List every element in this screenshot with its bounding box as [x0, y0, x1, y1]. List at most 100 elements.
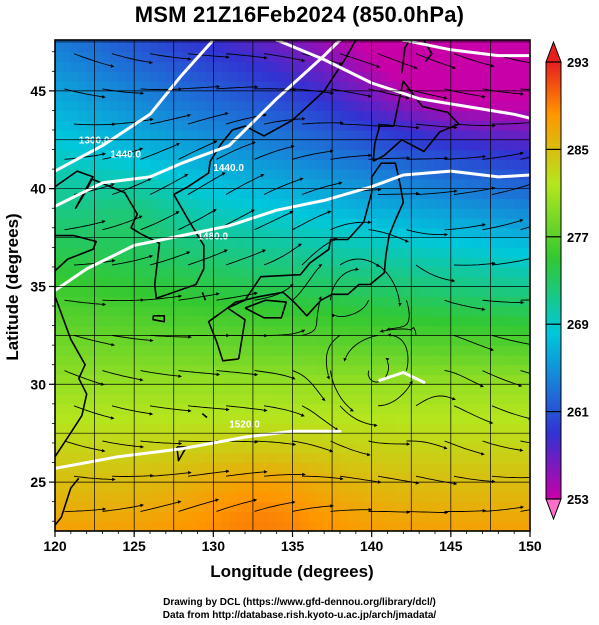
- temperature-cell: [363, 188, 373, 200]
- temperature-cell: [340, 237, 349, 248]
- temperature-cell: [332, 237, 341, 248]
- temperature-cell: [435, 218, 444, 229]
- temperature-cell: [181, 315, 191, 327]
- temperature-cell: [165, 110, 175, 121]
- temperature-cell: [387, 276, 396, 288]
- temperature-cell: [229, 198, 238, 209]
- x-tick-label: 135: [281, 538, 305, 554]
- temperature-cell: [142, 403, 151, 415]
- temperature-cell: [347, 433, 357, 444]
- temperature-cell: [245, 315, 254, 327]
- temperature-cell: [165, 71, 175, 82]
- temperature-cell: [347, 364, 357, 376]
- temperature-cell: [150, 149, 159, 160]
- temperature-cell: [165, 394, 175, 405]
- temperature-cell: [150, 472, 159, 483]
- temperature-cell: [276, 110, 286, 121]
- temperature-cell: [371, 139, 381, 151]
- temperature-cell: [300, 384, 309, 395]
- temperature-cell: [419, 178, 428, 190]
- streamline: [520, 156, 530, 160]
- streamline: [482, 299, 521, 303]
- temperature-cell: [450, 364, 460, 376]
- temperature-cell: [165, 423, 175, 434]
- temperature-cell: [332, 501, 341, 513]
- temperature-cell: [62, 482, 72, 493]
- temperature-cell: [292, 491, 301, 503]
- temperature-cell: [102, 178, 111, 190]
- temperature-cell: [340, 462, 349, 473]
- temperature-cell: [340, 61, 349, 72]
- temperature-cell: [324, 335, 333, 346]
- temperature-cell: [110, 110, 119, 121]
- temperature-cell: [55, 491, 64, 503]
- temperature-cell: [395, 315, 404, 327]
- streamline: [140, 370, 179, 377]
- streamline: [377, 123, 417, 129]
- temperature-cell: [94, 462, 104, 473]
- temperature-cell: [102, 110, 111, 121]
- temperature-cell: [316, 120, 325, 131]
- temperature-cell: [237, 384, 246, 395]
- temperature-cell: [522, 306, 530, 317]
- temperature-cell: [324, 315, 333, 327]
- temperature-cell: [355, 276, 365, 288]
- temperature-cell: [379, 237, 389, 248]
- temperature-cell: [506, 482, 515, 493]
- temperature-cell: [213, 42, 222, 53]
- temperature-cell: [276, 237, 286, 248]
- temperature-cell: [102, 227, 111, 239]
- temperature-cell: [268, 423, 278, 434]
- coastline: [176, 446, 188, 462]
- temperature-cell: [229, 335, 238, 346]
- temperature-cell: [498, 276, 507, 288]
- temperature-cell: [118, 257, 127, 268]
- temperature-cell: [252, 306, 262, 317]
- temperature-cell: [442, 110, 452, 121]
- streamline: [263, 405, 302, 416]
- temperature-cell: [268, 306, 278, 317]
- streamline-arrow: [327, 210, 332, 214]
- temperature-cell: [292, 462, 301, 473]
- temperature-cell: [221, 110, 230, 121]
- temperature-cell: [395, 257, 404, 268]
- temperature-cell: [419, 100, 428, 111]
- temperature-cell: [340, 482, 349, 493]
- temperature-cell: [110, 443, 119, 454]
- temperature-cell: [173, 345, 183, 356]
- temperature-cell: [403, 159, 412, 170]
- temperature-cell: [522, 198, 530, 209]
- temperature-cell: [245, 149, 254, 160]
- temperature-cell: [522, 257, 530, 268]
- temperature-cell: [229, 315, 238, 327]
- temperature-cell: [260, 413, 270, 424]
- temperature-cell: [363, 491, 373, 503]
- temperature-cell: [379, 42, 389, 53]
- temperature-cell: [522, 42, 530, 53]
- temperature-cell: [150, 159, 159, 170]
- temperature-cell: [435, 325, 444, 336]
- temperature-cell: [466, 40, 476, 43]
- temperature-cell: [347, 472, 357, 483]
- temperature-cell: [86, 521, 96, 531]
- temperature-cell: [142, 306, 151, 317]
- temperature-cell: [205, 276, 214, 288]
- temperature-cell: [126, 178, 135, 190]
- temperature-cell: [213, 159, 222, 170]
- temperature-cell: [102, 325, 111, 336]
- temperature-cell: [189, 521, 199, 531]
- temperature-cell: [474, 100, 484, 111]
- temperature-cell: [435, 335, 444, 346]
- temperature-cell: [173, 227, 183, 239]
- temperature-cell: [110, 354, 119, 366]
- temperature-cell: [118, 208, 127, 219]
- temperature-cell: [94, 110, 104, 121]
- temperature-cell: [292, 40, 301, 43]
- temperature-cell: [300, 42, 309, 53]
- temperature-cell: [371, 286, 381, 297]
- temperature-cell: [300, 208, 309, 219]
- temperature-cell: [94, 296, 104, 307]
- temperature-cell: [110, 491, 119, 503]
- temperature-cell: [522, 345, 530, 356]
- temperature-cell: [300, 178, 309, 190]
